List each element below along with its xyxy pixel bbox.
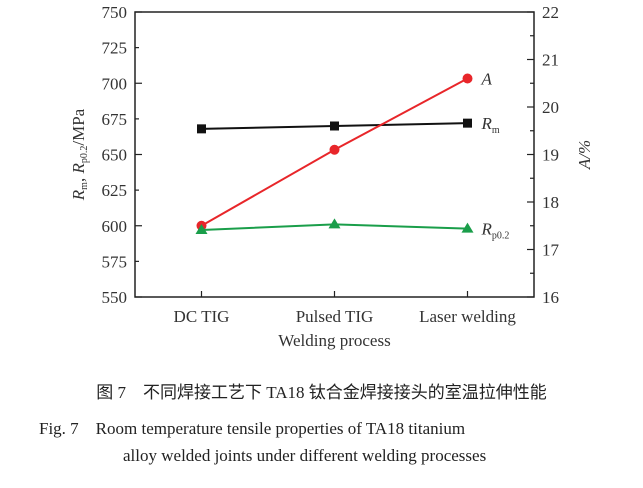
right-axis-label: A/%	[575, 140, 594, 170]
series-label: A	[481, 70, 493, 89]
x-tick-label: DC TIG	[174, 307, 230, 326]
series-label: Rp0.2	[481, 220, 510, 242]
data-point-triangle	[195, 224, 208, 235]
left-axis-label-part: m	[79, 182, 90, 190]
right-tick-label: 19	[542, 146, 559, 165]
left-tick-label: 750	[102, 3, 128, 22]
right-tick-label: 17	[542, 241, 560, 260]
data-point-triangle	[328, 218, 341, 229]
right-tick-label: 18	[542, 193, 559, 212]
left-axis-label: Rm, Rp0.2/MPa	[69, 108, 90, 201]
series-label: Rm	[481, 114, 500, 136]
data-point-triangle	[461, 222, 474, 233]
left-tick-label: 700	[102, 74, 128, 93]
data-point-circle	[462, 73, 473, 84]
x-axis-label: Welding process	[278, 331, 390, 350]
right-tick-label: 22	[542, 3, 559, 22]
x-tick-label: Laser welding	[419, 307, 516, 326]
data-point-circle	[329, 144, 340, 155]
data-point-square	[463, 118, 472, 128]
left-tick-label: 600	[102, 217, 128, 236]
left-axis-label-part: /MPa	[69, 108, 88, 145]
left-tick-label: 575	[102, 252, 128, 271]
left-axis-label-part: p0.2	[79, 146, 90, 164]
right-tick-label: 16	[542, 288, 559, 307]
left-tick-label: 650	[102, 146, 128, 165]
left-axis-label-part: ,	[69, 174, 88, 183]
left-tick-label: 625	[102, 181, 128, 200]
left-tick-label: 675	[102, 110, 128, 129]
x-tick-label: Pulsed TIG	[296, 307, 374, 326]
right-tick-label: 21	[542, 51, 559, 70]
left-axis-label-part: R	[69, 189, 88, 201]
data-point-square	[330, 121, 339, 131]
right-tick-label: 20	[542, 98, 559, 117]
chart: 550 575 600 625 650 675 700 725 750 16 17 18 19 20 21 2…	[69, 3, 594, 350]
caption-en-line1: Fig. 7 Room temperature tensile properti…	[39, 419, 466, 438]
left-tick-label: 725	[102, 39, 128, 58]
left-axis-label-part: R	[69, 163, 88, 175]
left-tick-label: 550	[102, 288, 128, 307]
data-point-square	[197, 124, 206, 134]
caption-cn: 图 7 不同焊接工艺下 TA18 钛合金焊接接头的室温拉伸性能	[96, 383, 547, 402]
caption-en-line2: alloy welded joints under different weld…	[123, 446, 487, 465]
